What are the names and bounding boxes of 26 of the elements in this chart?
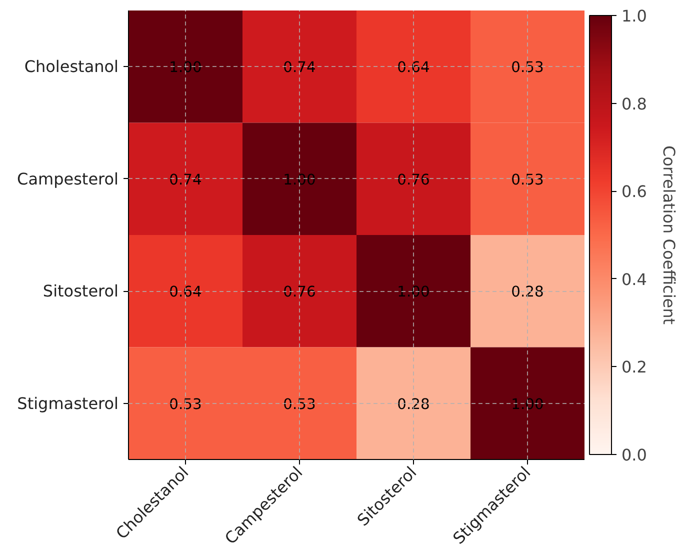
color-bar-label: 0.4 — [622, 270, 647, 289]
data-label: 0.53 — [169, 396, 202, 413]
y-tick-label: Stigmasterol — [17, 394, 119, 413]
data-label: 0.53 — [283, 396, 316, 413]
data-label: 0.28 — [397, 396, 430, 413]
color-bar-label: 0.8 — [622, 94, 647, 114]
color-bar-title: Correlation Coefficient — [660, 145, 678, 325]
data-label: 1.00 — [283, 171, 316, 188]
data-label: 0.28 — [511, 284, 544, 301]
data-label: 0.76 — [283, 284, 316, 301]
y-tick-label: Cholestanol — [24, 57, 119, 76]
y-tick-label: Sitosterol — [42, 282, 118, 301]
color-bar-label: 0.0 — [622, 446, 647, 464]
color-bar-label: 1.0 — [622, 6, 647, 26]
data-label: 1.00 — [397, 284, 430, 301]
data-label: 0.64 — [169, 284, 202, 301]
data-label: 1.00 — [511, 396, 544, 413]
data-label: 0.53 — [511, 59, 544, 76]
data-label: 0.76 — [397, 171, 430, 188]
y-tick-label: Campesterol — [17, 169, 119, 188]
color-bar-label: 0.6 — [622, 182, 647, 202]
data-label: 0.64 — [397, 59, 430, 76]
data-label: 0.74 — [169, 171, 202, 188]
color-bar-label: 0.2 — [622, 358, 647, 377]
data-label: 0.53 — [511, 171, 544, 188]
data-label: 0.74 — [283, 59, 316, 76]
